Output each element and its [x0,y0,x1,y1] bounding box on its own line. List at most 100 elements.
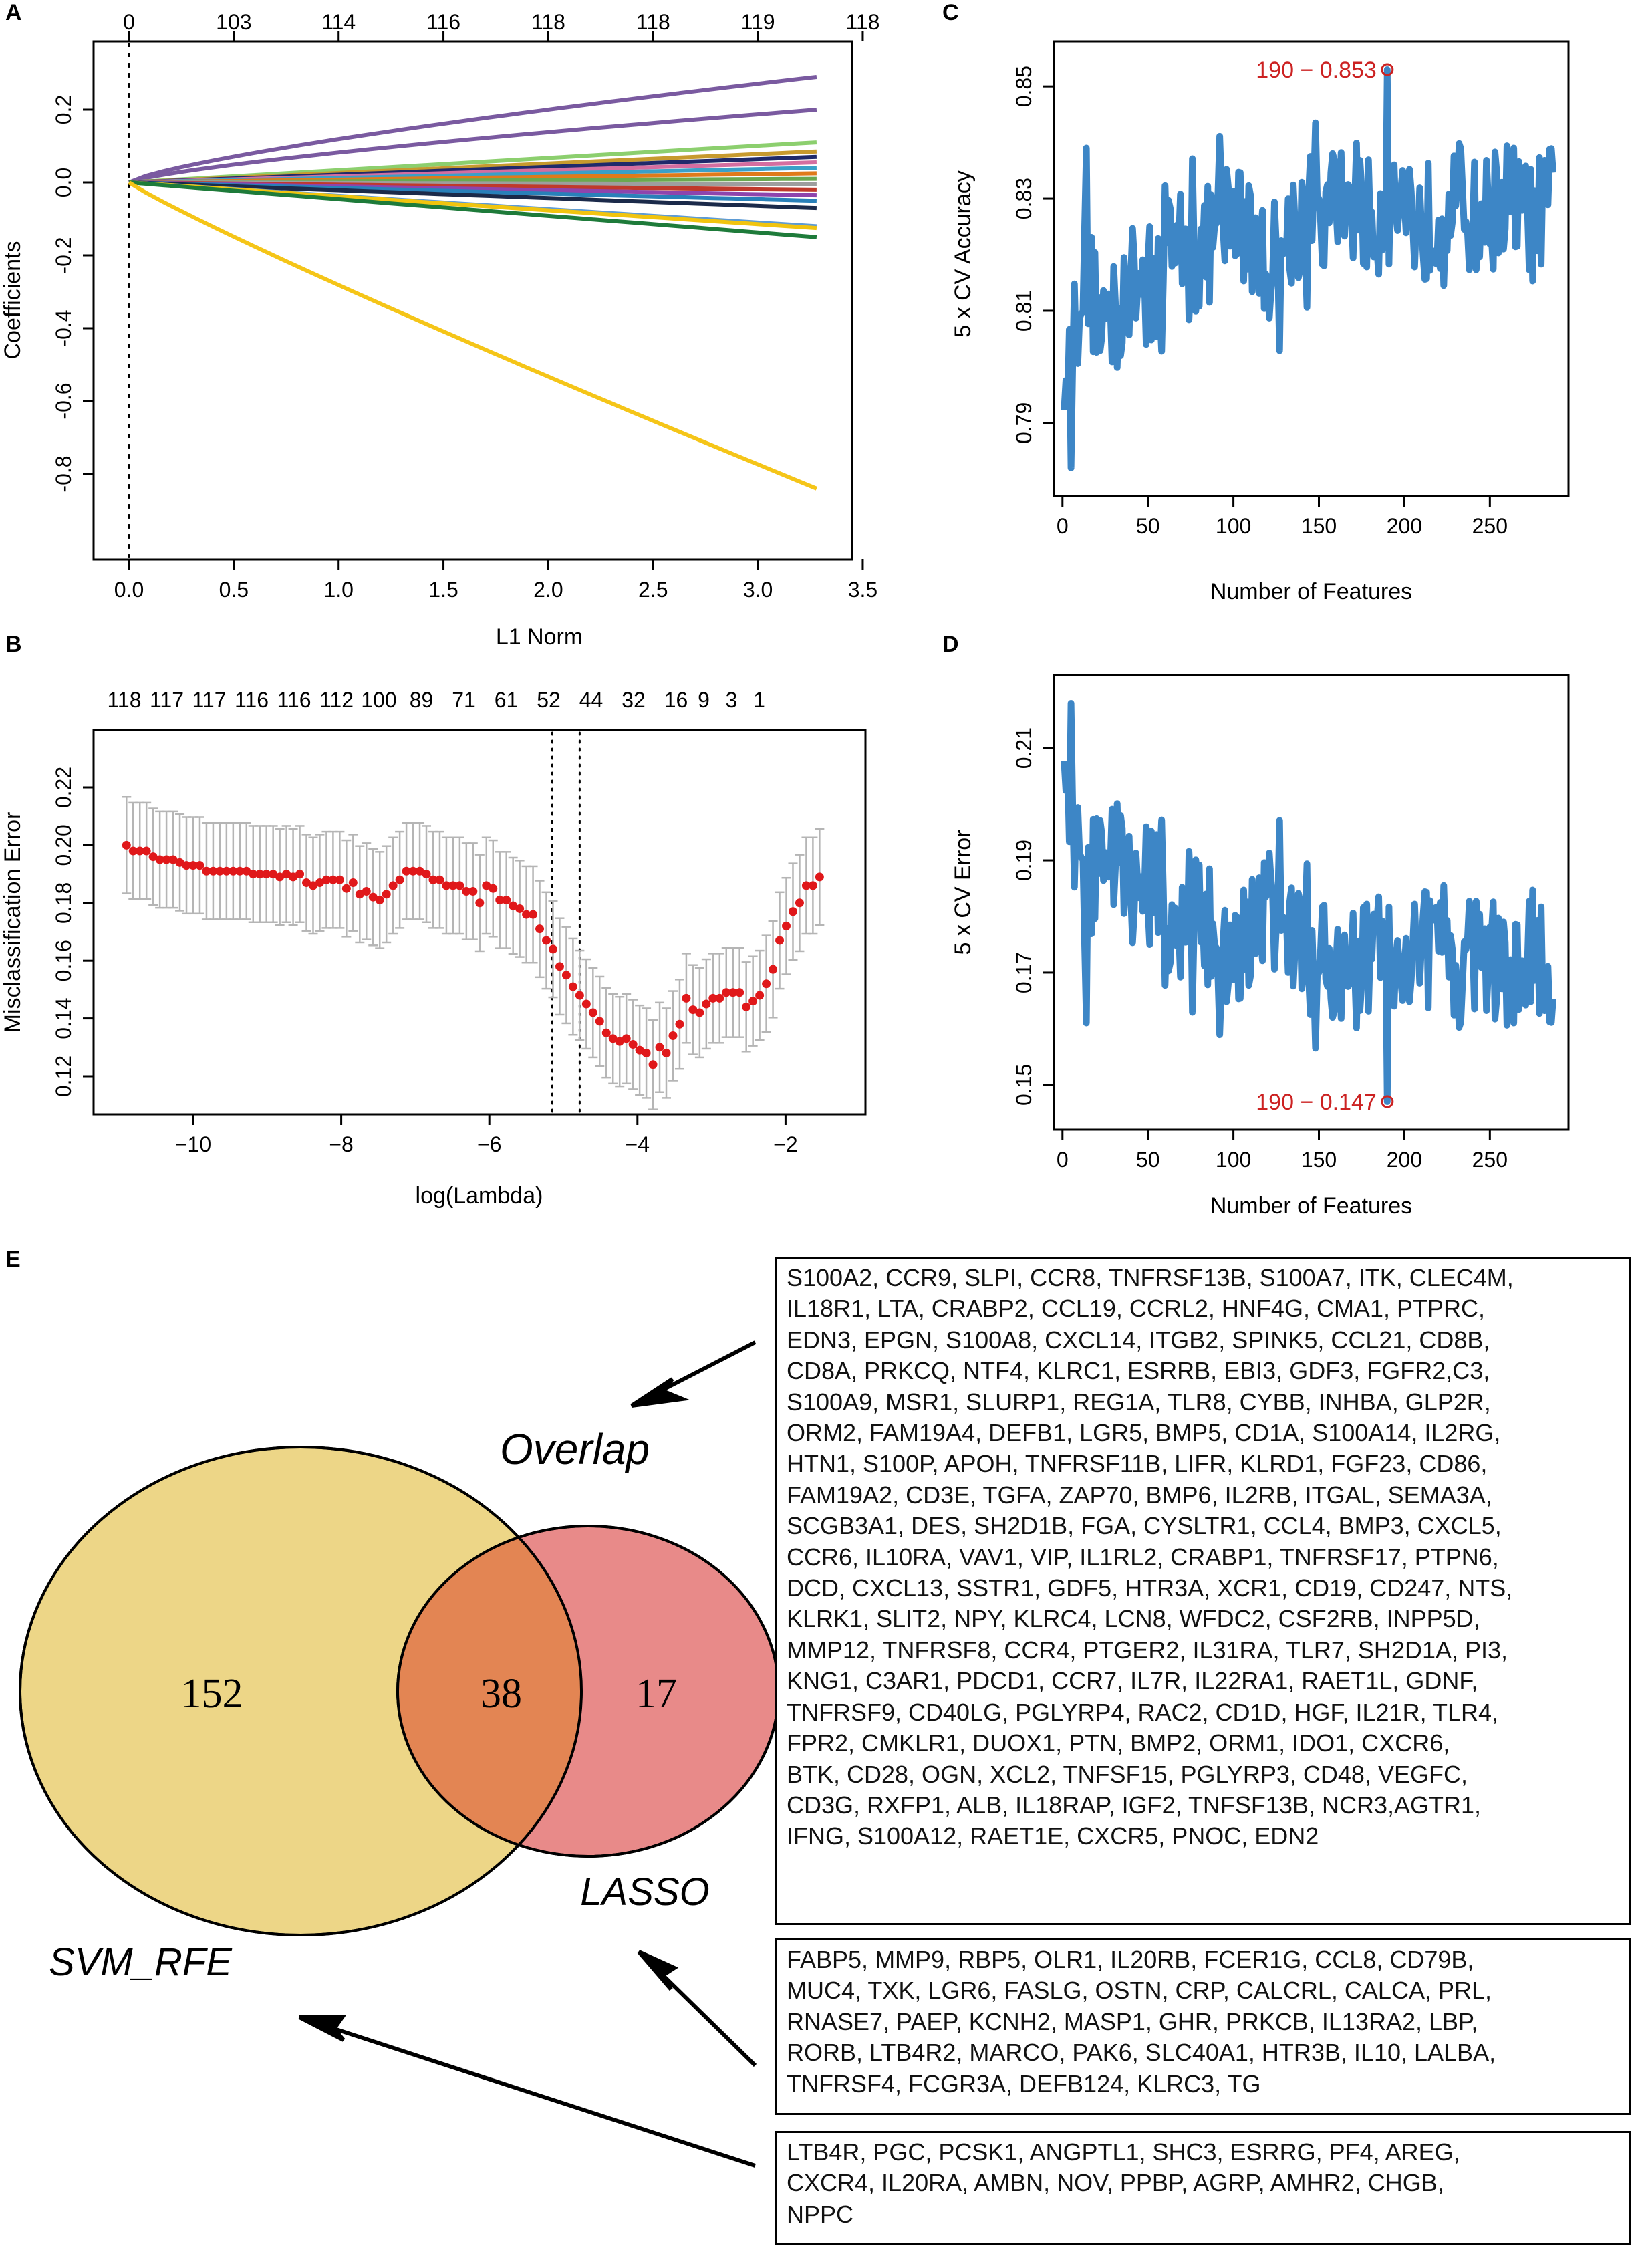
panel-a-label: A [5,0,22,25]
error-point [335,875,344,884]
x-tick-label: 1.5 [428,578,458,602]
panel-d-best-marker [1381,1095,1394,1108]
error-point [302,878,311,888]
path-2 [128,108,817,184]
gene-list-line: CD3G, RXFP1, ALB, IL18RAP, IGF2, TNFSF13… [787,1791,1482,1819]
error-point [722,988,731,997]
error-point [489,884,498,893]
venn-overlap-region [398,1526,581,1856]
x-tick-label: −4 [626,1132,650,1156]
error-point [742,1002,751,1011]
venn-svm-rfe-outline [19,1446,583,1936]
venn-overlap-count: 38 [481,1671,522,1717]
error-point [795,898,804,908]
top-tick-label: 118 [107,688,141,712]
top-tick-label: 3 [726,688,738,712]
x-tick-label: 250 [1472,1148,1508,1172]
gene-list-line: CXCR4, IL20RA, AMBN, NOV, PPBP, AGRP, AM… [787,2169,1444,2197]
y-tick-label: 0.14 [51,997,76,1039]
error-point [542,936,551,945]
gene-list-line: NPPC [787,2200,854,2228]
x-tick-label: −10 [175,1132,211,1156]
error-point [755,991,765,1000]
error-point [408,866,418,876]
error-point [482,881,491,890]
error-point [269,870,278,879]
error-point [282,870,291,879]
error-point [275,872,285,882]
error-point [575,991,584,1000]
y-tick-label: 0.16 [51,940,76,981]
error-point [215,866,225,876]
venn-svm-title: SVM_RFE [49,1940,233,1984]
error-point [561,971,571,980]
top-tick-label: 119 [741,10,775,34]
error-point [422,870,431,879]
panel-d-x-axis: 0 50 100 150 200 250 [1057,1130,1508,1172]
top-tick-label: 16 [664,688,688,712]
error-point [122,840,131,850]
error-point [435,875,444,884]
error-point [135,846,144,856]
panel-c-y-axis: 0.79 0.81 0.83 0.85 [1012,66,1054,444]
error-point [735,988,744,997]
error-point [428,875,438,884]
x-tick-label: 0 [1057,514,1069,538]
error-point [195,861,204,870]
top-tick-label: 32 [622,688,646,712]
error-point [782,921,791,930]
top-tick-label: 9 [698,688,710,712]
error-point [168,855,178,864]
gene-list-line: ORM2, FAM19A4, DEFB1, LGR5, BMP5, CD1A, … [787,1419,1501,1447]
path-14 [128,180,817,211]
gene-list-line: S100A9, MSR1, SLURP1, REG1A, TLR8, CYBB,… [787,1388,1491,1416]
panel-d-label: D [942,632,959,657]
panel-b-y-axis: 0.12 0.14 0.16 0.18 0.20 0.22 [51,767,94,1097]
panel-d: D 0 50 100 150 200 250 0.15 0.17 0.19 0.21 190 −… [942,632,1570,1219]
gene-list-line: RORB, LTB4R2, MARCO, PAK6, SLC40A1, HTR3… [787,2039,1496,2067]
arrow-to-lasso-head [637,1950,679,1991]
error-point [682,993,691,1003]
error-point [568,982,577,991]
gene-list-overlap: FABP5, MMP9, RBP5, OLR1, IL20RB, FCER1G,… [775,1938,1631,2115]
gene-list-line: BTK, CD28, OGN, XCL2, TNFSF15, PGLYRP3, … [787,1760,1468,1788]
x-tick-label: 250 [1472,514,1508,538]
panel-e-label: E [5,1247,21,1272]
error-point [515,904,525,913]
x-tick-label: 200 [1387,514,1422,538]
gene-list-line: S100A2, CCR9, SLPI, CCR8, TNFRSF13B, S10… [787,1264,1514,1291]
error-point [262,870,271,879]
panel-d-annotation: 190 − 0.147 [1256,1090,1377,1115]
x-tick-label: 2.0 [533,578,563,602]
x-tick-label: 200 [1387,1148,1422,1172]
panel-a-top-axis: 0 103 114 116 118 118 119 118 [123,10,879,41]
x-tick-label: 100 [1216,514,1251,538]
x-tick-label: 0.0 [114,578,144,602]
panel-b-label: B [5,632,22,657]
y-tick-label: 0.85 [1012,66,1036,107]
gene-list-line: SCGB3A1, DES, SH2D1B, FGA, CYSLTR1, CCL4… [787,1512,1502,1540]
error-point [762,979,771,989]
error-point [615,1037,624,1046]
panel-b-top-axis: 118 117 117 116 116 112 100 89 71 61 52 44 32 16 9 3 1 [107,688,765,712]
x-tick-label: −6 [477,1132,501,1156]
error-point [801,881,811,890]
gene-list-line: FABP5, MMP9, RBP5, OLR1, IL20RB, FCER1G,… [787,1946,1474,1973]
y-tick-label: 0.21 [1012,727,1036,769]
gene-list-line: CD8A, PRKCQ, NTF4, KLRC1, ESRRB, EBI3, G… [787,1357,1490,1385]
panel-b-x-axis: −10 −8 −6 −4 −2 [175,1114,798,1156]
panel-d-xlabel: Number of Features [1210,1193,1412,1219]
arrow-to-overlap [660,1340,757,1392]
top-tick-label: 118 [636,10,670,34]
arrow-to-lasso [661,1973,757,2067]
y-tick-label: 0.17 [1012,952,1036,993]
y-tick-label: -0.8 [51,455,76,492]
gene-list-line: MUC4, TXK, LGR6, FASLG, OSTN, CRP, CALCR… [787,1977,1492,2005]
x-tick-label: 0.5 [219,578,249,602]
error-point [382,890,391,899]
panel-c-frame [1053,40,1570,497]
x-tick-label: 3.0 [743,578,773,602]
gene-list-line: RNASE7, PAEP, KCNH2, MASP1, GHR, PRKCB, … [787,2007,1478,2035]
error-point [321,875,331,884]
top-tick-label: 116 [426,10,460,34]
